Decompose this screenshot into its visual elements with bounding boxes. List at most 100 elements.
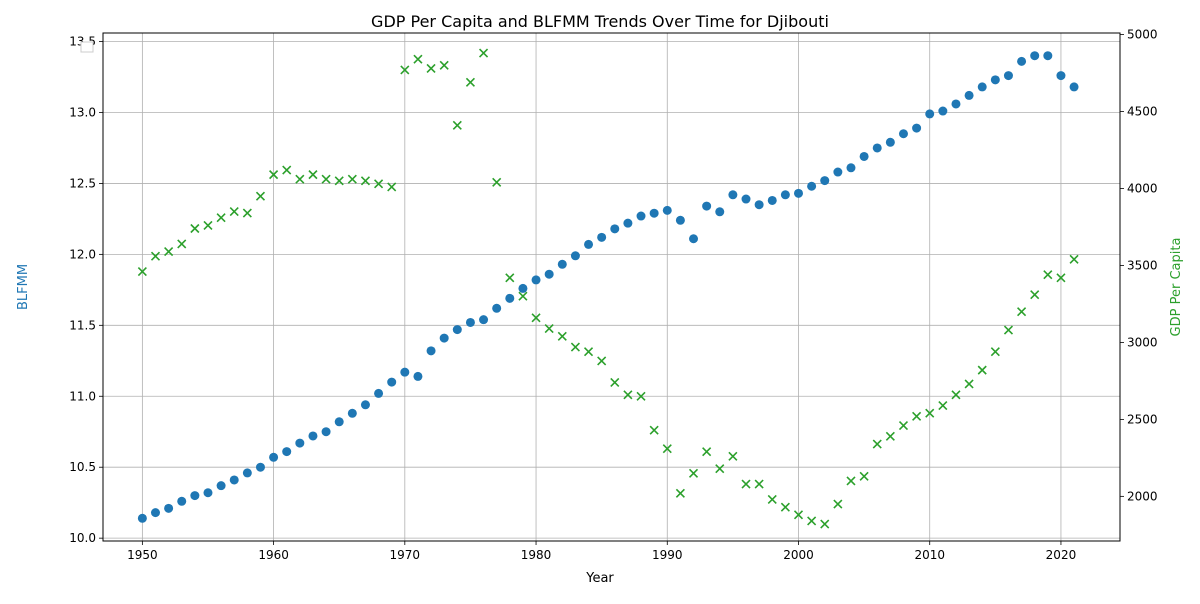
- blfmm-point: [610, 224, 620, 234]
- blfmm-point: [347, 408, 357, 418]
- blfmm-point: [544, 269, 554, 279]
- gdp-point: [1030, 290, 1040, 300]
- left-y-axis-ticks: 10.010.511.011.512.012.513.013.5: [69, 35, 103, 545]
- gdp-point: [636, 391, 646, 401]
- gdp-point: [439, 60, 449, 70]
- blfmm-point: [1043, 51, 1053, 61]
- x-tick-label: 1950: [127, 548, 158, 562]
- gdp-point: [177, 239, 187, 249]
- gdp-point: [820, 519, 830, 529]
- blfmm-point: [321, 427, 331, 437]
- blfmm-point: [689, 234, 699, 244]
- gdp-point: [413, 54, 423, 64]
- blfmm-point: [164, 503, 174, 513]
- gdp-point: [912, 411, 922, 421]
- gdp-point: [938, 400, 948, 411]
- blfmm-point: [754, 200, 764, 210]
- blfmm-point: [951, 99, 961, 109]
- blfmm-point: [229, 475, 239, 485]
- blfmm-point: [741, 194, 751, 204]
- blfmm-point: [242, 468, 252, 478]
- blfmm-point: [728, 190, 738, 200]
- blfmm-point: [990, 75, 1000, 85]
- blfmm-point: [439, 333, 449, 343]
- chart-title: GDP Per Capita and BLFMM Trends Over Tim…: [371, 12, 829, 31]
- x-tick-label: 2000: [783, 548, 814, 562]
- gdp-point: [374, 179, 384, 189]
- gdp-point: [400, 65, 410, 75]
- gdp-point: [531, 313, 541, 323]
- gdp-point: [1017, 307, 1027, 317]
- gdp-point: [688, 468, 699, 478]
- left-y-tick-label: 12.0: [69, 247, 96, 261]
- x-tick-label: 1990: [652, 548, 683, 562]
- gdp-point: [229, 207, 239, 217]
- blfmm-point: [269, 452, 279, 462]
- blfmm-point: [597, 232, 607, 242]
- gdp-point: [190, 223, 200, 234]
- right-y-tick-label: 2500: [1127, 412, 1158, 426]
- gdp-point: [715, 464, 725, 474]
- left-y-tick-label: 10.5: [69, 460, 96, 474]
- gdp-point: [557, 331, 567, 341]
- gdp-point: [164, 247, 174, 257]
- blfmm-point: [295, 438, 305, 448]
- blfmm-point: [898, 129, 908, 139]
- x-axis-label: Year: [585, 571, 614, 586]
- blfmm-point: [636, 211, 646, 221]
- gdp-point: [754, 479, 764, 489]
- x-tick-label: 1970: [390, 548, 421, 562]
- left-y-tick-label: 13.0: [69, 105, 96, 119]
- blfmm-point: [177, 496, 187, 506]
- blfmm-point: [872, 143, 882, 153]
- blfmm-point: [702, 201, 712, 211]
- gdp-point: [662, 444, 672, 454]
- gdp-point: [1056, 273, 1066, 283]
- left-y-axis-label: BLFMM: [16, 264, 31, 310]
- gdp-point: [833, 499, 843, 509]
- left-y-tick-label: 10.0: [69, 531, 96, 545]
- blfmm-point: [1003, 71, 1013, 81]
- gdp-point: [610, 377, 620, 388]
- gdp-point: [623, 390, 633, 400]
- blfmm-point: [1056, 71, 1066, 81]
- gdp-point: [255, 191, 266, 201]
- gdp-point: [741, 479, 751, 489]
- left-y-tick-label: 12.5: [69, 176, 96, 190]
- blfmm-point: [452, 325, 462, 335]
- gdp-point: [780, 502, 790, 512]
- blfmm-point: [387, 377, 397, 387]
- gdp-point: [308, 170, 318, 180]
- blfmm-point: [820, 176, 830, 186]
- gdp-point: [1043, 270, 1053, 280]
- gdp-point: [846, 476, 856, 486]
- gdp-point: [242, 208, 252, 218]
- blfmm-point: [479, 315, 489, 325]
- blfmm-point: [767, 195, 777, 205]
- gdp-point: [951, 390, 961, 400]
- blfmm-point: [1069, 82, 1079, 92]
- x-tick-label: 1960: [258, 548, 289, 562]
- right-y-tick-label: 4000: [1127, 181, 1158, 195]
- gdp-point: [702, 447, 712, 457]
- gdp-point: [478, 48, 489, 58]
- blfmm-point: [793, 188, 803, 198]
- blfmm-point: [859, 151, 869, 161]
- left-y-tick-label: 11.5: [69, 318, 96, 332]
- blfmm-point: [374, 388, 384, 398]
- gdp-point: [137, 267, 147, 277]
- gdp-point: [360, 176, 371, 186]
- blfmm-point: [216, 481, 226, 491]
- blfmm-point: [518, 283, 528, 293]
- blfmm-point: [977, 82, 987, 92]
- blfmm-point: [531, 275, 541, 285]
- blfmm-point: [675, 215, 685, 225]
- blfmm-point: [833, 167, 843, 177]
- blfmm-point: [715, 207, 725, 217]
- blfmm-point: [203, 488, 213, 498]
- gdp-point: [452, 120, 462, 130]
- right-y-axis-label: GDP Per Capita: [1169, 238, 1184, 337]
- gdp-point: [885, 431, 895, 441]
- gdp-point: [964, 379, 974, 389]
